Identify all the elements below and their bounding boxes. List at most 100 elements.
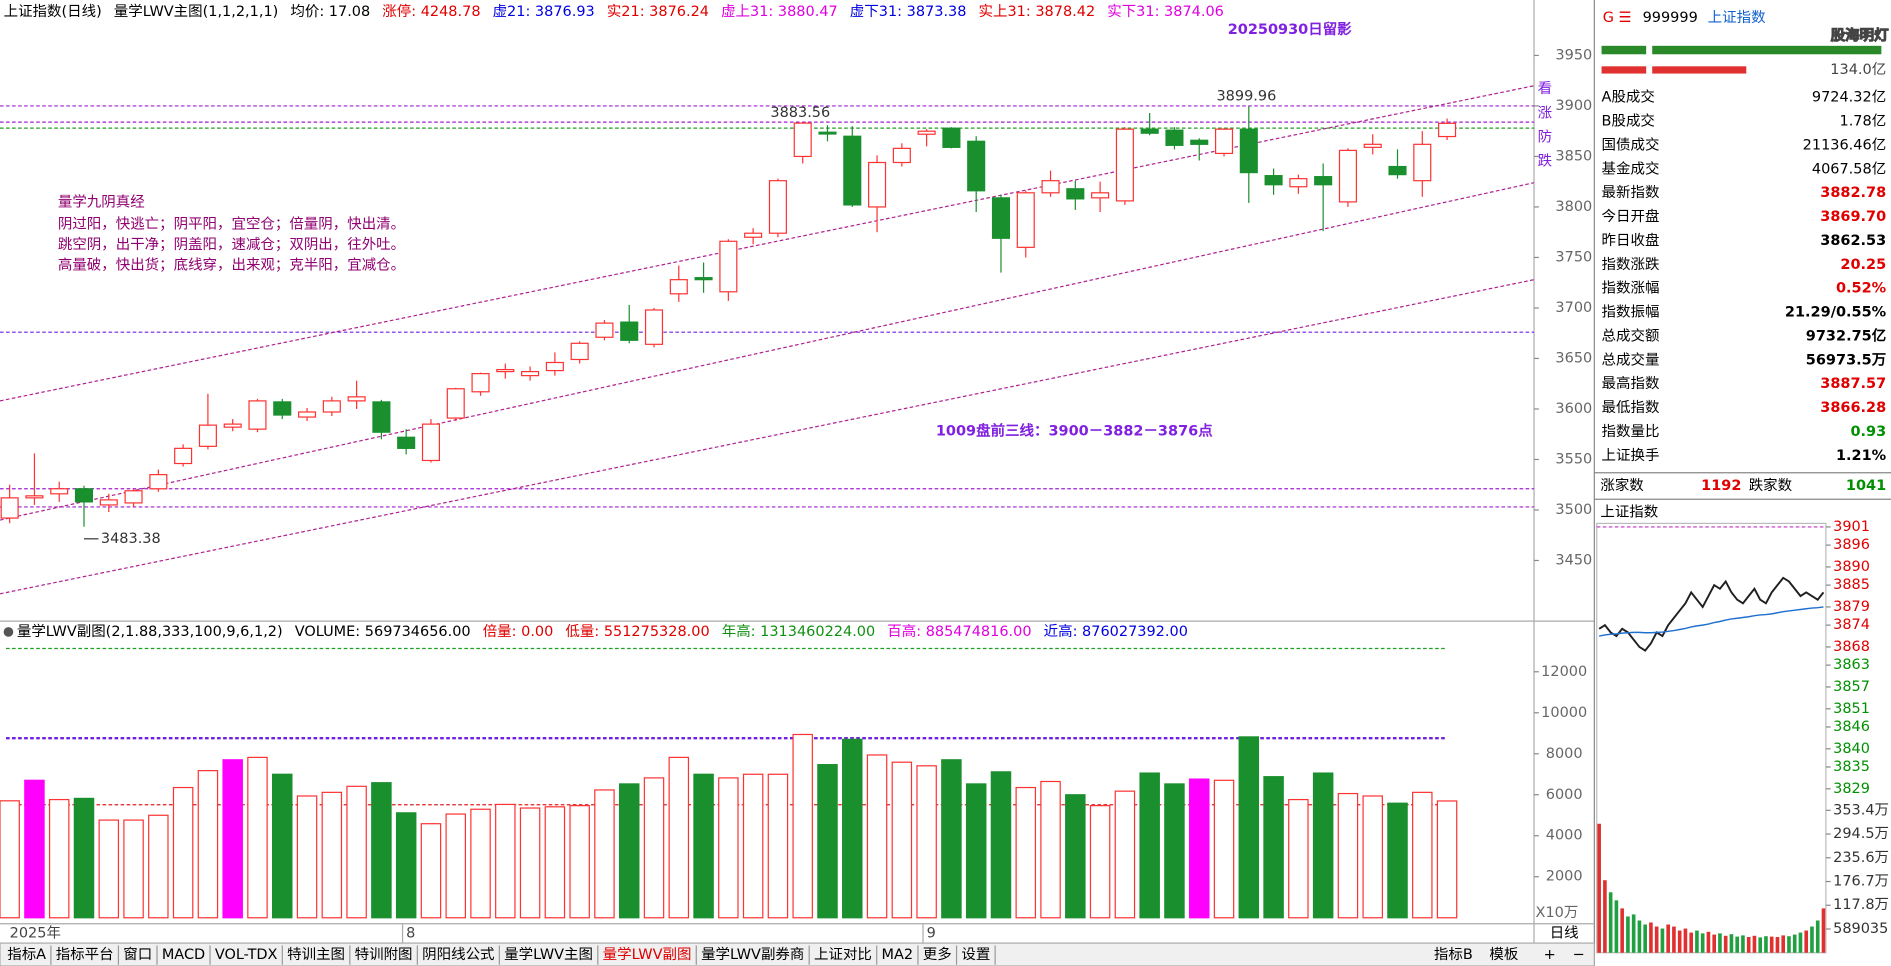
icon bbox=[3, 627, 14, 637]
candle-body bbox=[174, 447, 193, 465]
panel-value: 1.21% bbox=[1836, 448, 1887, 464]
tab[interactable]: 指标A bbox=[7, 946, 46, 963]
mini-volume-bar bbox=[1706, 931, 1711, 953]
volume-bar bbox=[842, 738, 863, 919]
volume-bar bbox=[668, 756, 690, 919]
candle-body bbox=[1190, 139, 1209, 145]
volume-bar bbox=[371, 782, 392, 919]
mini-volume-bar bbox=[1723, 935, 1728, 953]
volume-bar bbox=[148, 814, 169, 919]
tab[interactable]: 更多 bbox=[923, 946, 952, 963]
panel-value: 4067.58亿 bbox=[1812, 160, 1886, 177]
volume-bar bbox=[1164, 783, 1185, 919]
volume-bar bbox=[222, 759, 243, 919]
mini-volume-bar bbox=[1804, 930, 1809, 953]
mini-volume-bar bbox=[1689, 932, 1693, 953]
notes-line: 高量破，快出货；底线穿，出来观；克半阳，宜减仓。 bbox=[58, 256, 405, 273]
volume-bar bbox=[1213, 779, 1235, 919]
notes-line: 跳空阴，出干净；阴盖阳，速减仓；双阴出，往外吐。 bbox=[58, 236, 405, 253]
candle-body bbox=[793, 122, 812, 158]
tab[interactable]: 量学LWV副券商 bbox=[701, 946, 804, 963]
panel-label: B股成交 bbox=[1602, 112, 1655, 130]
volume-bar bbox=[693, 773, 714, 919]
candle-body bbox=[892, 147, 911, 164]
candle-body bbox=[446, 388, 465, 419]
tab[interactable]: 设置 bbox=[961, 946, 990, 963]
candle-body bbox=[521, 370, 540, 377]
volume-bar bbox=[395, 812, 417, 919]
tab-bar bbox=[0, 942, 1595, 966]
volume-bar bbox=[495, 803, 516, 919]
panel-label: 上证换手 bbox=[1602, 447, 1660, 464]
tab[interactable]: 量学LWV主图 bbox=[504, 946, 593, 963]
volume-bar bbox=[1337, 792, 1359, 919]
zoom-in[interactable]: + bbox=[1544, 947, 1556, 963]
volume-bar bbox=[1288, 798, 1309, 919]
panel-label: 指数量比 bbox=[1602, 423, 1660, 440]
panel-label: 昨日收盘 bbox=[1602, 231, 1660, 249]
volume-bar bbox=[1362, 795, 1383, 919]
panel-name: 上证指数 bbox=[1708, 9, 1766, 26]
y-tick-label: 235.6万 bbox=[1833, 850, 1889, 866]
tab[interactable]: 特训附图 bbox=[355, 946, 413, 963]
mini-volume-bar bbox=[1700, 933, 1705, 953]
volume-bar bbox=[1312, 772, 1334, 919]
panel-bar bbox=[1652, 45, 1882, 55]
period-button[interactable]: 日线 bbox=[1550, 924, 1579, 941]
zoom-out[interactable]: − bbox=[1573, 947, 1585, 963]
panel-label: 国债成交 bbox=[1602, 135, 1660, 153]
mini-volume-bar bbox=[1798, 932, 1803, 953]
y-tick-label: 3885 bbox=[1833, 577, 1870, 593]
candle-body bbox=[917, 130, 936, 135]
tab[interactable]: 量学LWV副图 bbox=[603, 946, 692, 963]
header-item: 实下31: 3874.06 bbox=[1107, 3, 1224, 20]
mini-volume-bar bbox=[1735, 936, 1739, 953]
tab[interactable]: MACD bbox=[162, 947, 205, 963]
mini-volume-bar bbox=[1781, 935, 1786, 953]
volume-bar bbox=[24, 779, 45, 919]
panel-label: 总成交量 bbox=[1602, 350, 1660, 368]
y-tick-label: 6000 bbox=[1546, 787, 1583, 803]
mini-volume-bar bbox=[1666, 924, 1670, 953]
y-tick-label: 3950 bbox=[1555, 47, 1592, 63]
mini-volume-bar bbox=[1712, 934, 1716, 953]
tab[interactable]: 阴阳线公式 bbox=[422, 946, 494, 963]
candle-body bbox=[768, 180, 787, 234]
y-tick-label: 3850 bbox=[1555, 148, 1592, 164]
mini-volume-bar bbox=[1752, 935, 1757, 953]
tab[interactable]: 上证对比 bbox=[814, 946, 872, 963]
tab[interactable]: MA2 bbox=[882, 947, 914, 963]
tab[interactable]: VOL-TDX bbox=[215, 947, 278, 963]
mini-volume-bar bbox=[1597, 823, 1601, 953]
volume-bar bbox=[569, 805, 590, 919]
tab[interactable]: 指标平台 bbox=[56, 946, 114, 963]
candle-body bbox=[620, 321, 639, 341]
panel-value: 9732.75亿 bbox=[1806, 326, 1886, 344]
candle-body bbox=[545, 361, 564, 372]
candle-body bbox=[0, 497, 19, 519]
panel-label: 总成交额 bbox=[1602, 326, 1660, 344]
volume-bar bbox=[1387, 802, 1408, 919]
tab[interactable]: 特训主图 bbox=[287, 946, 345, 963]
tab[interactable]: 窗口 bbox=[123, 945, 152, 963]
side-note: 涨 bbox=[1538, 104, 1553, 121]
mini-volume-bar bbox=[1758, 937, 1763, 953]
mini-volume-bar bbox=[1729, 934, 1734, 953]
tab[interactable]: 指标B bbox=[1434, 946, 1473, 963]
mini-volume-bar bbox=[1654, 926, 1659, 953]
volume-bar bbox=[1412, 791, 1433, 919]
mini-volume-bar bbox=[1792, 934, 1797, 953]
y-tick-label: 3550 bbox=[1555, 451, 1592, 467]
trend-line bbox=[0, 85, 1535, 402]
tab[interactable]: 模板 bbox=[1489, 945, 1518, 963]
panel-bar bbox=[1601, 66, 1647, 74]
y-tick-label: 3900 bbox=[1555, 98, 1592, 114]
volume-bar bbox=[1015, 786, 1037, 919]
y-tick-label: 3450 bbox=[1555, 552, 1592, 568]
candle-body bbox=[1264, 175, 1283, 186]
candle-body bbox=[322, 400, 341, 413]
mini-volume-bar bbox=[1614, 900, 1619, 953]
header-item: 量学LWV主图(1,1,2,1,1) bbox=[114, 3, 279, 20]
panel-label: 指数涨幅 bbox=[1602, 280, 1660, 297]
volume-bar bbox=[990, 771, 1012, 919]
